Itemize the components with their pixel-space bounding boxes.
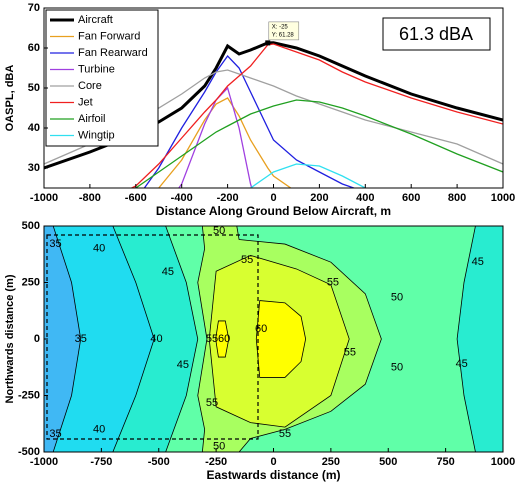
x-tick-label: 400 [356,192,374,204]
series-line [44,69,503,165]
y-axis-label: OASPL, dBA [4,65,16,132]
y-axis-label: Northwards distance (m) [4,274,16,403]
y-tick-label: 50 [28,82,40,94]
contour-label: 40 [93,423,105,435]
contour-label: 55 [327,276,339,288]
x-tick-label: -600 [125,192,147,204]
contour-label: 55 [206,333,218,345]
contour-chart: 35 35 35 40 40 40 45 45 45 45 50 50 50 50 55 55 55 55 55 55… [4,220,515,482]
y-tick-label: 30 [28,162,40,174]
legend-label: Fan Forward [78,30,140,42]
contour-region [255,300,307,378]
legend-box [45,9,159,147]
x-tick-label: -200 [217,192,239,204]
series-line [130,43,503,188]
highlight-box [46,234,259,440]
y-tick-label: 60 [28,42,40,54]
x-tick-label: 250 [322,456,340,468]
contour-label: 35 [49,238,61,250]
legend-label: Turbine [78,63,115,75]
contour-label: 55 [279,428,291,440]
x-tick-label: -250 [205,456,227,468]
legend-label: Core [78,80,102,92]
x-tick-label: -500 [148,456,170,468]
contour-label: 45 [472,256,484,268]
legend-label: Airfoil [78,113,106,125]
y-tick-label: 250 [22,276,40,288]
series-line [143,54,356,188]
legend-label: Fan Rearward [78,47,148,59]
datatip-marker [265,40,271,46]
x-tick-label: -750 [90,456,112,468]
level-annotation: 61.3 dBA [399,24,473,44]
y-tick-label: 500 [22,220,40,232]
x-tick-label: 600 [402,192,420,204]
x-tick-label: -1000 [30,192,58,204]
x-tick-label: 0 [270,192,276,204]
legend-label: Aircraft [78,14,113,26]
contour-label: 50 [213,225,225,237]
x-tick-label: 0 [270,456,276,468]
series-line [133,99,503,188]
x-tick-label: 500 [379,456,397,468]
y-tick-label: -250 [18,389,40,401]
contour-label: 45 [177,359,189,371]
y-tick-label: 40 [28,122,40,134]
contour-label: 50 [391,291,403,303]
legend-label: Jet [78,96,93,108]
x-tick-label: 750 [436,456,454,468]
contour-label: 40 [93,243,105,255]
datatip-label: Y: 61.28 [272,32,295,38]
contour-label: 45 [162,266,174,278]
plot-area [44,226,503,452]
contour-label: 55 [241,254,253,266]
x-tick-label: 1000 [491,456,515,468]
x-tick-label: 1000 [491,192,515,204]
x-axis-label: Distance Along Ground Below Aircraft, m [156,204,391,218]
y-tick-label: 0 [34,333,40,345]
contour-label: 40 [150,333,162,345]
x-tick-label: -400 [171,192,193,204]
contour-label: 55 [344,346,356,358]
y-tick-label: 70 [28,2,40,14]
x-tick-label: -1000 [30,456,58,468]
x-tick-label: -800 [79,192,101,204]
contour-label: 55 [206,397,218,409]
contour-region [215,320,230,358]
x-axis-label: Eastwards distance (m) [206,468,340,482]
y-tick-label: -500 [18,446,40,458]
series-line [178,86,253,188]
contour-label: 50 [213,440,225,452]
x-tick-label: 200 [310,192,328,204]
datatip-box [268,21,300,41]
contour-label: 35 [49,428,61,440]
contour-label: 60 [218,333,230,345]
series-line [157,97,292,188]
datatip-label: X: -25 [272,24,289,30]
contour-label: 50 [391,361,403,373]
contour-label: 35 [75,333,87,345]
level-box [382,17,491,51]
x-tick-label: 800 [448,192,466,204]
series-line [44,41,503,170]
legend-label: Wingtip [78,129,115,141]
contour-label: 60 [255,323,267,335]
contour-label: 45 [456,358,468,370]
plot-area [44,41,503,188]
